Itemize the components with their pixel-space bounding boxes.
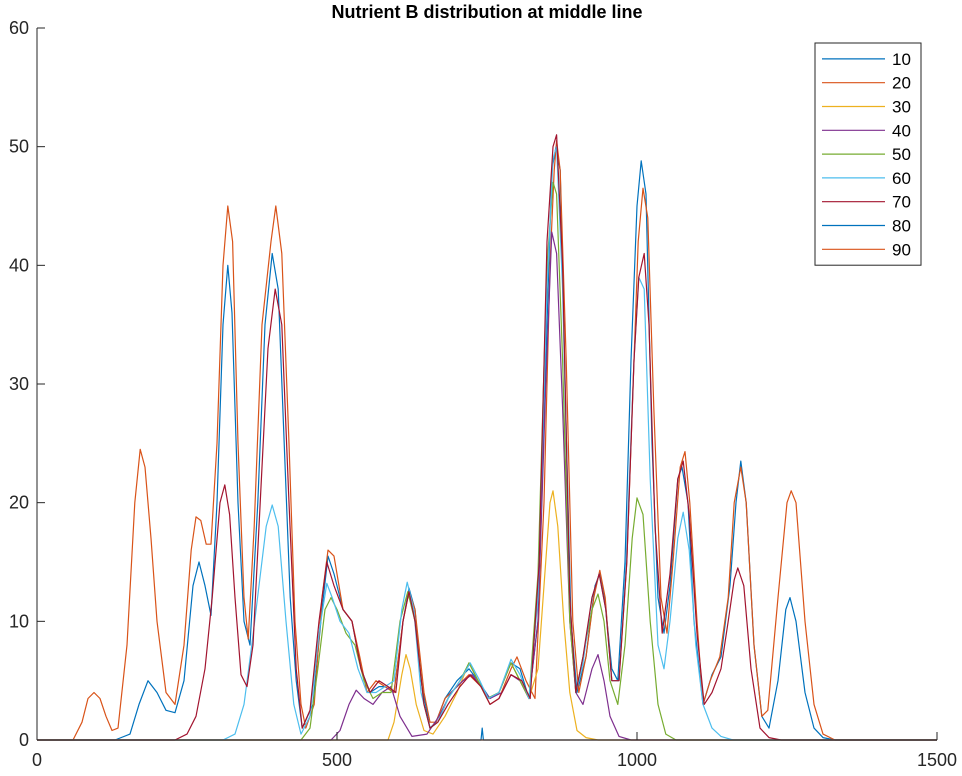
- x-tick-label: 500: [322, 750, 352, 770]
- legend-label-50: 50: [892, 145, 911, 164]
- x-tick-label: 1500: [917, 750, 957, 770]
- plot-area: [37, 134, 937, 741]
- legend-label-40: 40: [892, 121, 911, 140]
- legend: 10 20 30 40 50 60 70 80 90: [814, 42, 922, 266]
- y-tick-label: 30: [9, 374, 29, 394]
- y-tick-label: 40: [9, 255, 29, 275]
- legend-label-90: 90: [892, 240, 911, 259]
- legend-label-70: 70: [892, 193, 911, 212]
- series-line-70: [37, 134, 937, 741]
- series-line-40: [37, 231, 937, 741]
- x-tick-label: 1000: [617, 750, 657, 770]
- x-tick-label: 0: [32, 750, 42, 770]
- legend-label-30: 30: [892, 98, 911, 117]
- series-line-20: [37, 140, 937, 741]
- chart-title: Nutrient B distribution at middle line: [331, 2, 642, 22]
- series-line-80: [37, 727, 937, 741]
- legend-label-80: 80: [892, 217, 911, 236]
- legend-label-60: 60: [892, 169, 911, 188]
- series-line-30: [37, 490, 937, 741]
- axes: 0 500 1000 1500 0 10 20 30 40 50 60: [9, 18, 957, 770]
- y-tick-label: 60: [9, 18, 29, 38]
- series-line-60: [37, 146, 937, 741]
- y-tick-label: 20: [9, 493, 29, 513]
- legend-label-10: 10: [892, 50, 911, 69]
- y-tick-label: 50: [9, 137, 29, 157]
- series-line-10: [37, 146, 937, 741]
- series-line-50: [37, 181, 937, 741]
- y-tick-label: 10: [9, 611, 29, 631]
- legend-label-20: 20: [892, 74, 911, 93]
- y-tick-label: 0: [19, 730, 29, 750]
